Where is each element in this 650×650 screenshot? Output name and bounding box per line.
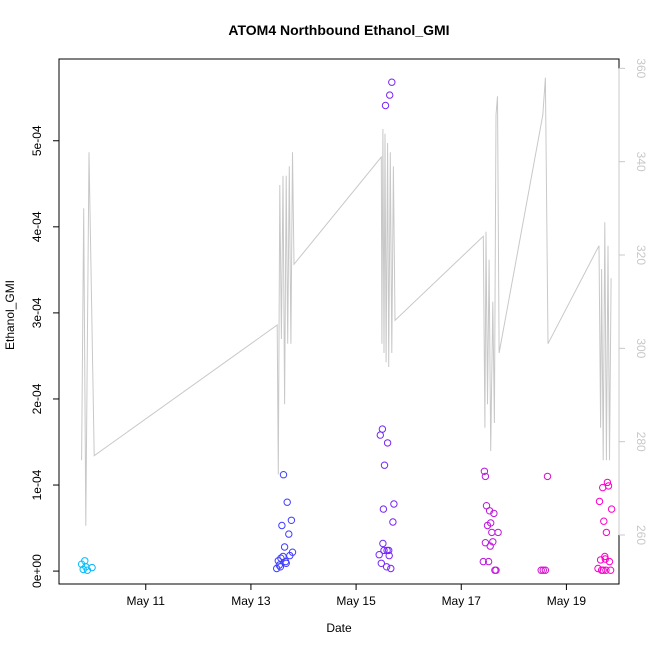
x-tick-label: May 19	[547, 594, 587, 608]
y2-tick-label: 320	[634, 245, 648, 265]
data-point	[602, 566, 610, 574]
x-axis-label: Date	[326, 621, 352, 635]
data-point	[494, 528, 502, 537]
data-point	[378, 425, 387, 433]
axes: May 11 May 13 May 15 May 17 May 19 0e+00 1e-04…	[30, 58, 648, 608]
data-point	[379, 539, 387, 548]
scatter-series	[77, 78, 616, 574]
data-point	[278, 521, 286, 530]
plot-frame	[58, 58, 620, 585]
data-point	[537, 566, 545, 574]
data-point	[390, 500, 398, 508]
data-point	[386, 91, 394, 99]
chart-title: ATOM4 Northbound Ethanol_GMI	[228, 22, 449, 38]
y2-tick-label: 360	[634, 58, 648, 78]
secondary-line-series	[81, 77, 612, 526]
data-point	[599, 566, 607, 574]
y-tick-label: 1e-04	[30, 469, 44, 500]
y-tick-label: 3e-04	[30, 297, 44, 328]
x-tick-label: May 11	[127, 594, 166, 608]
data-point	[601, 555, 609, 563]
y2-tick-label: 260	[634, 525, 648, 545]
data-point	[490, 509, 498, 518]
data-point	[380, 546, 388, 555]
data-point	[481, 472, 490, 481]
data-point	[287, 516, 296, 524]
data-point	[283, 498, 291, 506]
y2-tick-label: 340	[634, 152, 648, 172]
data-point	[479, 557, 487, 566]
data-point	[285, 530, 293, 538]
secondary-line	[81, 77, 612, 526]
y-tick-label: 2e-04	[30, 383, 44, 414]
x-tick-label: May 13	[231, 594, 271, 608]
data-point	[539, 566, 547, 574]
data-point	[376, 431, 384, 439]
data-point	[387, 564, 395, 573]
data-point	[594, 564, 602, 573]
data-point	[607, 505, 616, 513]
y-tick-label: 4e-04	[30, 211, 44, 242]
data-point	[383, 439, 392, 447]
data-point	[385, 551, 393, 560]
data-point	[275, 561, 283, 569]
y-tick-label: 5e-04	[30, 125, 44, 156]
data-point	[492, 566, 500, 574]
x-tick-label: May 15	[336, 594, 376, 608]
data-point	[288, 548, 297, 556]
data-point	[488, 528, 496, 537]
data-point	[486, 542, 494, 550]
data-point	[484, 557, 493, 566]
data-point	[543, 472, 552, 481]
data-point	[603, 478, 612, 487]
data-point	[595, 497, 604, 506]
data-point	[379, 505, 388, 513]
data-point	[541, 566, 550, 574]
data-point	[480, 467, 489, 475]
data-point	[382, 563, 391, 571]
y-axis-label: Ethanol_GMI	[3, 280, 17, 350]
data-point	[602, 528, 611, 537]
data-point	[375, 551, 383, 559]
plot-area	[58, 58, 620, 585]
data-point	[600, 517, 608, 525]
y2-tick-label: 300	[634, 338, 648, 358]
x-tick-label: May 17	[442, 594, 482, 608]
y-tick-label: 0e+00	[30, 554, 44, 588]
data-point	[377, 559, 385, 567]
data-point	[380, 461, 389, 469]
data-point	[381, 101, 390, 110]
y2-tick-label: 280	[634, 432, 648, 452]
data-point	[606, 566, 615, 574]
data-point	[481, 539, 490, 547]
data-point	[277, 554, 285, 562]
data-point	[389, 518, 397, 526]
data-point	[88, 563, 96, 572]
data-point	[276, 563, 285, 571]
data-point	[79, 565, 87, 574]
data-point	[388, 78, 396, 86]
data-point	[604, 482, 613, 490]
data-point	[279, 471, 288, 479]
data-point	[280, 543, 289, 551]
data-point	[487, 519, 495, 527]
data-point	[281, 557, 290, 566]
